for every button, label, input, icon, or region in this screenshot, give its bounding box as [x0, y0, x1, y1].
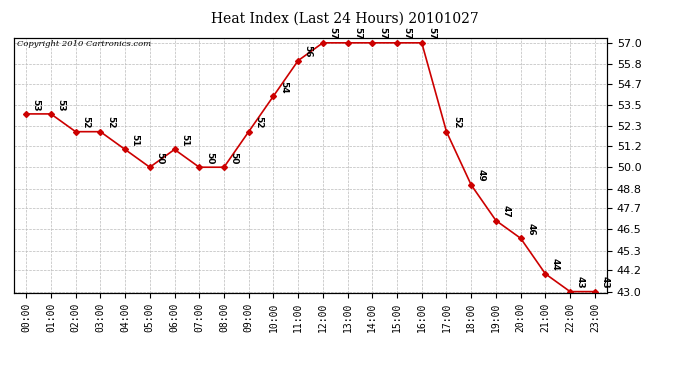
Text: 53: 53: [32, 99, 41, 111]
Text: 51: 51: [180, 134, 189, 147]
Text: Copyright 2010 Cartronics.com: Copyright 2010 Cartronics.com: [17, 40, 151, 48]
Text: 57: 57: [378, 27, 387, 40]
Text: 53: 53: [57, 99, 66, 111]
Text: 50: 50: [205, 152, 214, 165]
Text: 57: 57: [402, 27, 412, 40]
Text: 52: 52: [452, 116, 461, 129]
Text: 50: 50: [155, 152, 164, 165]
Text: 49: 49: [477, 170, 486, 182]
Text: 43: 43: [600, 276, 609, 289]
Text: 52: 52: [81, 116, 90, 129]
Text: 57: 57: [353, 27, 362, 40]
Text: 44: 44: [551, 258, 560, 271]
Text: 57: 57: [427, 27, 436, 40]
Text: 47: 47: [502, 205, 511, 218]
Text: 51: 51: [130, 134, 139, 147]
Text: 57: 57: [328, 27, 337, 40]
Text: 54: 54: [279, 81, 288, 93]
Text: 46: 46: [526, 223, 535, 236]
Text: 52: 52: [106, 116, 115, 129]
Text: 56: 56: [304, 45, 313, 58]
Text: 43: 43: [575, 276, 584, 289]
Text: 50: 50: [230, 152, 239, 165]
Text: 52: 52: [254, 116, 264, 129]
Text: Heat Index (Last 24 Hours) 20101027: Heat Index (Last 24 Hours) 20101027: [211, 11, 479, 25]
